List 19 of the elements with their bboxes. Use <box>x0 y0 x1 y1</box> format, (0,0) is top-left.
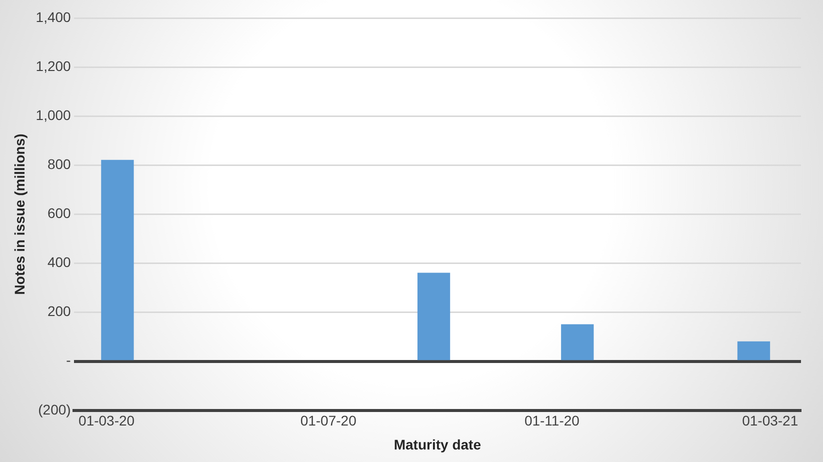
bar <box>417 272 450 360</box>
y-tick-label: 1,000 <box>36 106 72 123</box>
x-tick-label: 01-11-20 <box>524 412 580 429</box>
x-axis-title: Maturity date <box>394 436 482 452</box>
y-tick-label: 400 <box>47 254 72 270</box>
y-tick-label: 1,400 <box>36 8 72 25</box>
x-tick-label: 01-03-20 <box>78 412 135 429</box>
y-tick-label: (200) <box>38 401 71 418</box>
x-tick-label: 01-03-21 <box>742 412 798 429</box>
y-tick-label: 600 <box>47 205 72 222</box>
bar <box>561 324 594 360</box>
y-tick-label: 200 <box>47 303 72 320</box>
y-axis-title: Notes in issue (millions) <box>11 134 28 295</box>
y-tick-label: 800 <box>47 156 72 172</box>
y-tick-label: 1,200 <box>36 58 72 74</box>
bar <box>737 341 770 360</box>
x-tick-label: 01-07-20 <box>300 412 357 429</box>
y-tick-label: - <box>66 352 72 368</box>
bar <box>101 160 134 360</box>
